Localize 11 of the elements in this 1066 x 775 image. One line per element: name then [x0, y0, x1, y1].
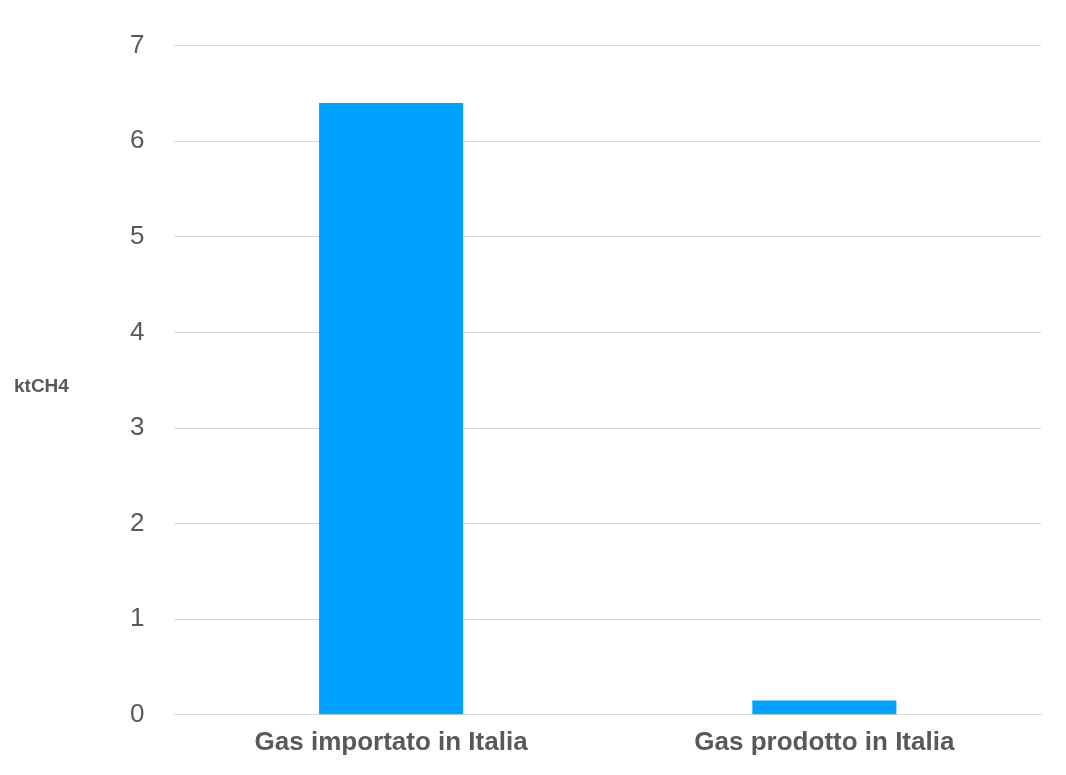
x-tick-label: Gas prodotto in Italia [694, 725, 955, 756]
y-tick-label: 0 [129, 697, 145, 728]
y-tick-label: 2 [129, 506, 145, 537]
y-tick-label: 5 [129, 219, 145, 250]
y-tick-label: 7 [129, 28, 145, 59]
y-tick-label: 3 [129, 411, 145, 442]
y-tick-label: 4 [129, 315, 145, 346]
x-tick-label: Gas importato in Italia [254, 725, 529, 756]
y-tick-label: 6 [129, 124, 145, 155]
y-axis-title: ktCH4 [14, 375, 69, 397]
y-tick-label: 1 [129, 602, 145, 633]
